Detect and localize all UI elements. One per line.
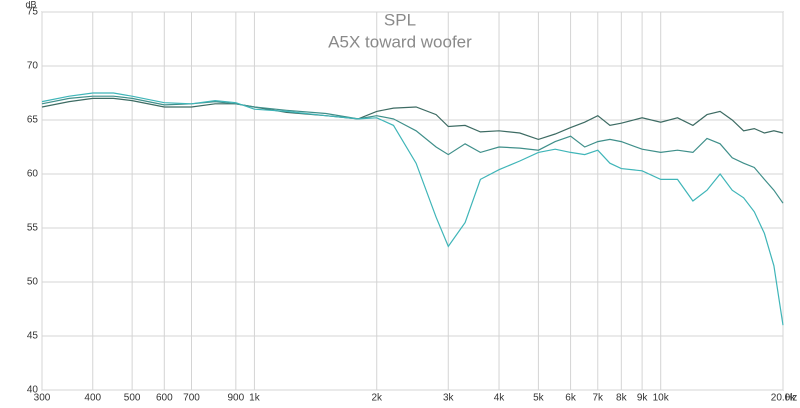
y-tick-label: 40 [27, 385, 39, 396]
x-axis-label: Hz [785, 393, 797, 404]
series-line [41, 95, 784, 204]
x-tick-label: 7k [592, 393, 604, 404]
x-tick-label: 9k [637, 393, 649, 404]
plot-area [41, 11, 784, 391]
series-line [41, 97, 784, 141]
x-tick-label: 6k [565, 393, 577, 404]
x-tick-label: 700 [183, 393, 200, 404]
x-tick-label: 400 [84, 393, 101, 404]
y-tick-label: 55 [27, 223, 39, 234]
x-tick-label: 600 [156, 393, 173, 404]
y-tick-label: 60 [27, 169, 39, 180]
x-tick-label: 900 [227, 393, 244, 404]
x-tick-label: 1k [249, 393, 261, 404]
x-tick-label: 500 [124, 393, 141, 404]
x-tick-label: 3k [443, 393, 455, 404]
chart-title: SPL [384, 10, 416, 29]
series-line [41, 92, 784, 326]
y-tick-label: 50 [27, 277, 39, 288]
x-tick-label: 4k [494, 393, 506, 404]
y-tick-label: 70 [27, 61, 39, 72]
x-tick-label: 5k [533, 393, 545, 404]
y-tick-label: 75 [27, 7, 39, 18]
y-tick-label: 65 [27, 115, 39, 126]
x-tick-label: 300 [34, 393, 51, 404]
x-tick-label: 8k [616, 393, 628, 404]
x-tick-label: 10k [653, 393, 670, 404]
y-axis-label: dB [25, 0, 36, 9]
x-tick-label: 20.0k [771, 393, 796, 404]
x-tick-label: 2k [371, 393, 383, 404]
y-tick-label: 45 [27, 331, 39, 342]
chart-subtitle: A5X toward woofer [328, 32, 472, 51]
